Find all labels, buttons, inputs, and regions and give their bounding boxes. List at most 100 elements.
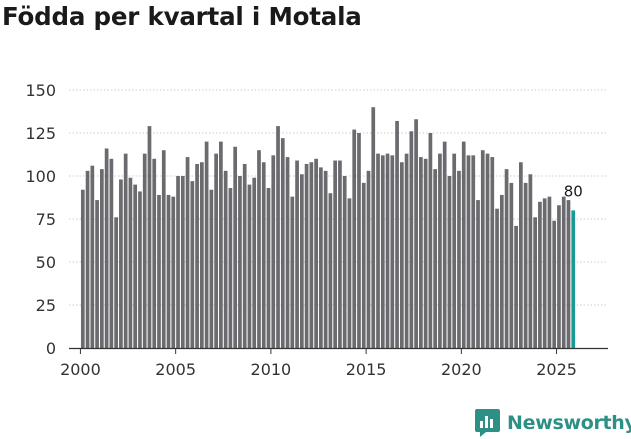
bar bbox=[552, 220, 557, 348]
bar bbox=[523, 182, 528, 348]
y-tick-label: 150 bbox=[25, 81, 56, 100]
bar bbox=[195, 163, 199, 348]
bar bbox=[204, 141, 209, 348]
bar bbox=[166, 194, 171, 348]
bar bbox=[319, 167, 323, 348]
bar-chart-logo-icon bbox=[475, 409, 500, 437]
bar bbox=[371, 107, 376, 348]
bar bbox=[476, 200, 480, 348]
newsworthy-logo: Newsworthy bbox=[474, 407, 631, 439]
chart-title: Födda per kvartal i Motala bbox=[2, 2, 362, 31]
bar bbox=[109, 158, 114, 348]
bar bbox=[361, 182, 366, 348]
x-axis-ticks bbox=[79, 348, 558, 354]
bar bbox=[199, 162, 204, 348]
bar bbox=[271, 155, 276, 348]
bar bbox=[519, 162, 523, 348]
bar bbox=[314, 158, 318, 348]
bar bbox=[85, 170, 90, 348]
bar bbox=[299, 174, 304, 348]
bar bbox=[376, 153, 380, 348]
bar bbox=[119, 179, 123, 348]
y-axis-tick-labels: 0 25 50 75 100 125 150 bbox=[25, 81, 56, 358]
bar bbox=[104, 148, 109, 348]
bar bbox=[561, 196, 566, 348]
bar bbox=[442, 141, 447, 348]
bar bbox=[247, 184, 252, 348]
bar bbox=[328, 193, 333, 348]
bar bbox=[457, 170, 461, 348]
bar bbox=[214, 153, 218, 348]
bar bbox=[471, 155, 476, 348]
bar bbox=[466, 155, 471, 348]
bar bbox=[242, 163, 247, 348]
bar bbox=[480, 150, 485, 348]
bar bbox=[509, 182, 514, 348]
bar bbox=[95, 200, 99, 348]
y-tick-label: 125 bbox=[25, 124, 56, 143]
bar bbox=[438, 153, 442, 348]
bar bbox=[180, 176, 185, 348]
x-tick-label: 2010 bbox=[251, 360, 292, 379]
bar bbox=[309, 162, 314, 348]
bar bbox=[404, 153, 409, 348]
bar bbox=[566, 200, 571, 348]
bar bbox=[485, 153, 490, 348]
bar bbox=[238, 176, 242, 348]
bar bbox=[304, 163, 309, 348]
bar bbox=[295, 160, 299, 348]
bar bbox=[233, 146, 238, 348]
bar bbox=[547, 196, 552, 348]
y-tick-label: 75 bbox=[36, 210, 56, 229]
bar bbox=[357, 133, 361, 348]
bar bbox=[171, 196, 176, 348]
bar bbox=[395, 120, 399, 349]
bar bbox=[276, 126, 280, 349]
x-axis-tick-labels: 2000 2005 2010 2015 2020 2025 bbox=[60, 360, 577, 379]
bar bbox=[495, 208, 499, 348]
bar bbox=[499, 194, 504, 348]
brand-name: Newsworthy bbox=[507, 412, 631, 434]
bar bbox=[433, 169, 438, 348]
bar bbox=[419, 157, 423, 348]
bar bbox=[366, 170, 371, 348]
bar bbox=[261, 162, 266, 348]
bar bbox=[128, 177, 133, 348]
bar bbox=[209, 189, 214, 348]
bar bbox=[342, 176, 347, 348]
bar bbox=[142, 153, 147, 348]
bar bbox=[147, 126, 152, 349]
bar bbox=[219, 141, 223, 348]
bar bbox=[385, 153, 390, 348]
bar bbox=[399, 162, 404, 348]
bar bbox=[538, 201, 542, 348]
last-bar-data-label: 80 bbox=[564, 182, 583, 200]
bar bbox=[447, 176, 452, 348]
bar bbox=[280, 138, 285, 348]
x-tick-label: 2020 bbox=[441, 360, 482, 379]
bar bbox=[157, 194, 161, 348]
y-tick-label: 100 bbox=[25, 167, 56, 186]
y-tick-label: 25 bbox=[36, 296, 56, 315]
bar bbox=[114, 217, 118, 348]
bar bbox=[533, 217, 538, 348]
bar bbox=[176, 176, 180, 348]
bar bbox=[123, 153, 128, 348]
x-tick-label: 2015 bbox=[346, 360, 387, 379]
bar bbox=[252, 177, 257, 348]
bar bbox=[409, 131, 414, 348]
bar bbox=[133, 184, 138, 348]
bar bbox=[333, 160, 338, 348]
bar bbox=[428, 133, 433, 348]
bar bbox=[266, 188, 271, 348]
bar bbox=[542, 198, 547, 348]
bars bbox=[80, 107, 576, 349]
bar bbox=[323, 170, 328, 348]
bar bbox=[338, 160, 342, 348]
bar bbox=[290, 196, 295, 348]
bar bbox=[80, 189, 85, 348]
bar bbox=[528, 174, 533, 348]
bar bbox=[285, 157, 290, 348]
bar bbox=[490, 157, 495, 348]
